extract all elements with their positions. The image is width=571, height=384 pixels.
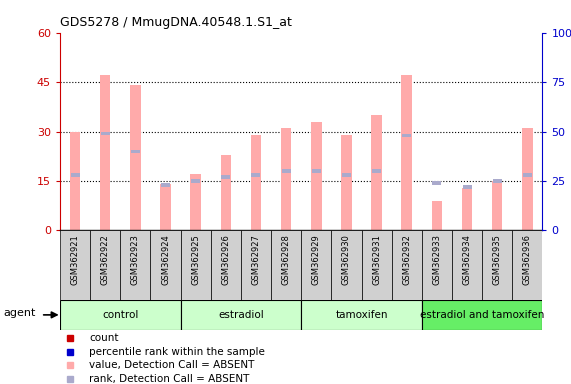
Bar (312, 169, 321, 173)
Text: GSM362929: GSM362929 (312, 234, 321, 285)
Bar (422, 300, 542, 330)
Text: GSM362934: GSM362934 (463, 234, 472, 285)
Bar (361, 230, 392, 300)
Bar (241, 230, 271, 300)
Bar (301, 230, 331, 300)
Text: GSM362928: GSM362928 (282, 234, 291, 285)
Text: GSM362925: GSM362925 (191, 234, 200, 285)
Bar (492, 181, 502, 230)
Bar (161, 183, 170, 187)
Bar (401, 76, 412, 230)
Bar (493, 179, 502, 183)
Bar (482, 230, 512, 300)
Bar (523, 174, 532, 177)
Bar (341, 135, 352, 230)
Bar (90, 230, 120, 300)
Bar (70, 131, 81, 230)
Text: GSM362931: GSM362931 (372, 234, 381, 285)
Bar (432, 201, 442, 230)
Bar (432, 181, 441, 185)
Text: GSM362930: GSM362930 (342, 234, 351, 285)
Bar (60, 300, 180, 330)
Text: GSM362923: GSM362923 (131, 234, 140, 285)
Bar (522, 128, 533, 230)
Text: GSM362932: GSM362932 (402, 234, 411, 285)
Bar (311, 122, 321, 230)
Bar (463, 185, 472, 189)
Bar (100, 76, 110, 230)
Text: GSM362926: GSM362926 (222, 234, 230, 285)
Bar (220, 155, 231, 230)
Text: estradiol and tamoxifen: estradiol and tamoxifen (420, 310, 544, 320)
Bar (150, 230, 180, 300)
Text: GSM362924: GSM362924 (161, 234, 170, 285)
Text: estradiol: estradiol (218, 310, 264, 320)
Bar (371, 115, 382, 230)
Text: GSM362935: GSM362935 (493, 234, 502, 285)
Bar (301, 300, 422, 330)
Text: tamoxifen: tamoxifen (335, 310, 388, 320)
Text: agent: agent (3, 308, 35, 318)
Text: GSM362933: GSM362933 (432, 234, 441, 285)
Text: control: control (102, 310, 138, 320)
Text: GSM362921: GSM362921 (71, 234, 79, 285)
Bar (271, 230, 301, 300)
Bar (251, 174, 260, 177)
Bar (282, 169, 291, 173)
Text: value, Detection Call = ABSENT: value, Detection Call = ABSENT (89, 360, 254, 370)
Bar (331, 230, 361, 300)
Bar (512, 230, 542, 300)
Bar (120, 230, 150, 300)
Bar (180, 230, 211, 300)
Text: GSM362927: GSM362927 (251, 234, 260, 285)
Text: count: count (89, 333, 118, 343)
Text: rank, Detection Call = ABSENT: rank, Detection Call = ABSENT (89, 374, 250, 384)
Bar (130, 85, 140, 230)
Bar (392, 230, 422, 300)
Bar (70, 174, 79, 177)
Bar (160, 184, 171, 230)
Bar (251, 135, 262, 230)
Text: percentile rank within the sample: percentile rank within the sample (89, 347, 265, 357)
Bar (60, 230, 90, 300)
Text: GSM362922: GSM362922 (100, 234, 110, 285)
Bar (452, 230, 482, 300)
Bar (131, 150, 140, 153)
Bar (402, 134, 411, 137)
Bar (191, 179, 200, 183)
Bar (372, 169, 381, 173)
Bar (281, 128, 291, 230)
Text: GSM362936: GSM362936 (523, 234, 532, 285)
Bar (342, 174, 351, 177)
Bar (190, 174, 201, 230)
Bar (222, 175, 230, 179)
Bar (462, 187, 472, 230)
Text: GDS5278 / MmugDNA.40548.1.S1_at: GDS5278 / MmugDNA.40548.1.S1_at (60, 16, 292, 29)
Bar (422, 230, 452, 300)
Bar (180, 300, 301, 330)
Bar (100, 132, 110, 135)
Bar (211, 230, 241, 300)
